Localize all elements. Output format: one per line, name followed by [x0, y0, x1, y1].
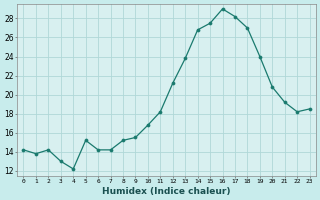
X-axis label: Humidex (Indice chaleur): Humidex (Indice chaleur) [102, 187, 231, 196]
